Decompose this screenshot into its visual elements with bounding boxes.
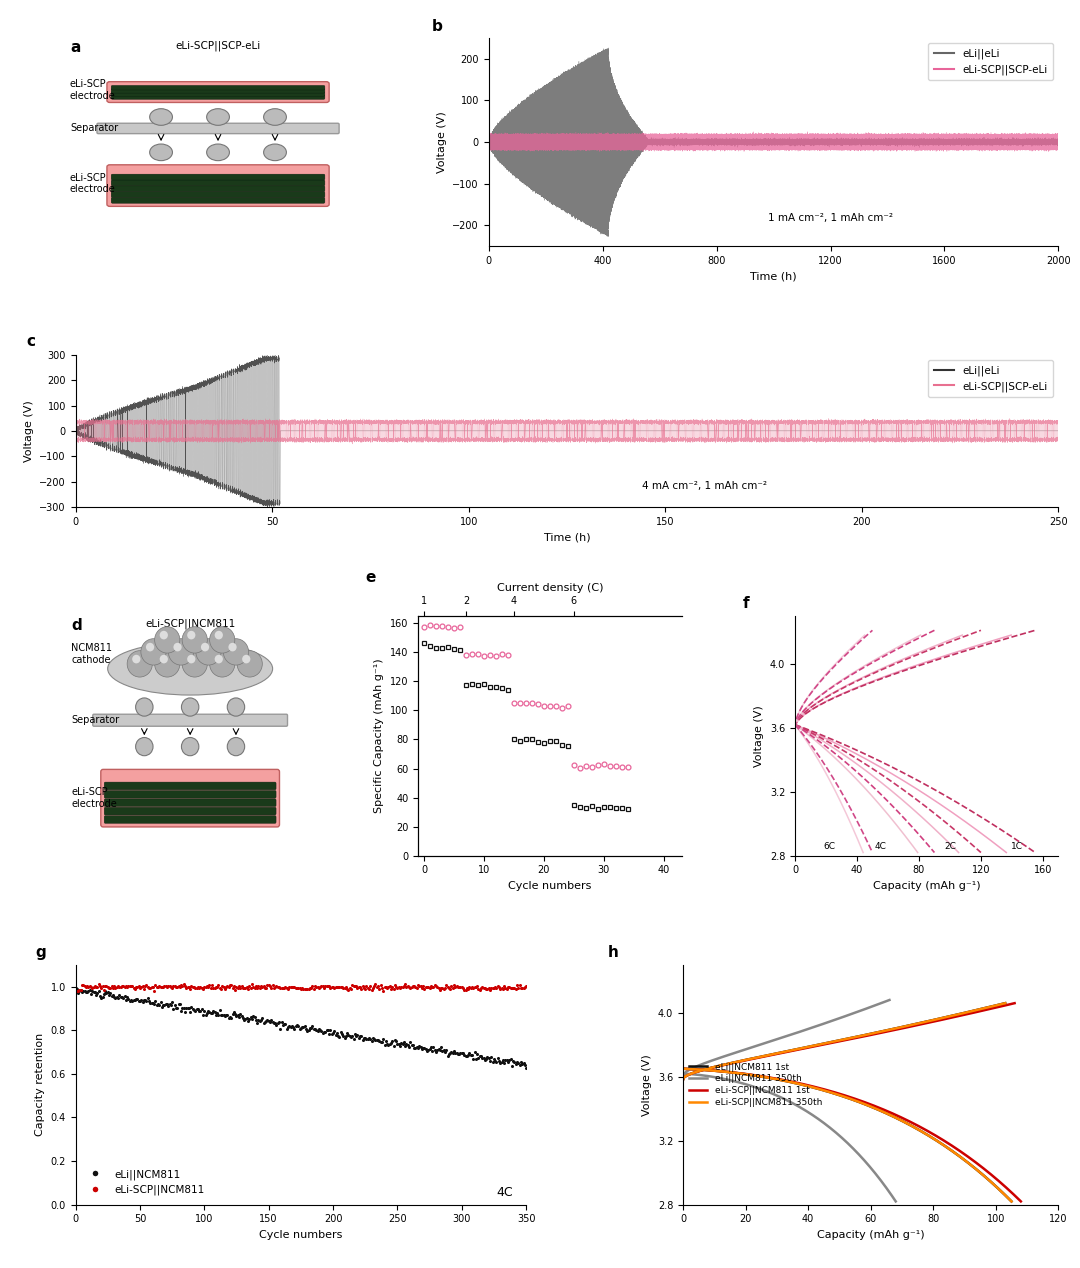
Circle shape — [183, 650, 207, 677]
Circle shape — [160, 654, 167, 663]
X-axis label: Time (h): Time (h) — [751, 271, 797, 281]
FancyBboxPatch shape — [111, 95, 325, 99]
Y-axis label: Capacity retention: Capacity retention — [35, 1033, 45, 1136]
Circle shape — [181, 738, 199, 756]
Circle shape — [227, 738, 245, 756]
Circle shape — [227, 697, 245, 716]
Circle shape — [264, 145, 286, 161]
Circle shape — [150, 145, 173, 161]
Circle shape — [127, 650, 152, 677]
FancyBboxPatch shape — [107, 81, 329, 103]
FancyBboxPatch shape — [111, 91, 325, 96]
Circle shape — [174, 643, 181, 652]
Circle shape — [154, 650, 180, 677]
Text: 1 mA cm⁻², 1 mAh cm⁻²: 1 mA cm⁻², 1 mAh cm⁻² — [768, 213, 893, 223]
Circle shape — [206, 145, 229, 161]
Circle shape — [181, 697, 199, 716]
Legend: eLi||NCM811 1st, eLi||NCM811 350th, eLi-SCP||NCM811 1st, eLi-SCP||NCM811 350th: eLi||NCM811 1st, eLi||NCM811 350th, eLi-… — [688, 1061, 824, 1108]
Text: h: h — [608, 945, 619, 960]
FancyBboxPatch shape — [105, 799, 276, 806]
X-axis label: Cycle numbers: Cycle numbers — [259, 1230, 342, 1240]
Text: 4 mA cm⁻², 1 mAh cm⁻²: 4 mA cm⁻², 1 mAh cm⁻² — [643, 481, 767, 491]
Circle shape — [210, 650, 234, 677]
Circle shape — [206, 109, 229, 126]
Circle shape — [140, 639, 166, 666]
FancyBboxPatch shape — [107, 165, 329, 207]
Circle shape — [228, 643, 237, 652]
FancyBboxPatch shape — [97, 123, 339, 133]
FancyBboxPatch shape — [111, 174, 325, 180]
Y-axis label: Voltage (V): Voltage (V) — [436, 112, 447, 172]
Text: Separator: Separator — [71, 715, 119, 725]
Text: b: b — [432, 19, 443, 34]
Legend: eLi||NCM811, eLi-SCP||NCM811: eLi||NCM811, eLi-SCP||NCM811 — [81, 1165, 208, 1200]
FancyBboxPatch shape — [111, 180, 325, 186]
Circle shape — [154, 626, 180, 653]
Text: eLi-SCP||NCM811: eLi-SCP||NCM811 — [145, 619, 235, 629]
Circle shape — [210, 626, 234, 653]
FancyBboxPatch shape — [93, 714, 287, 727]
Circle shape — [168, 639, 193, 666]
Legend: eLi||eLi, eLi-SCP||SCP-eLi: eLi||eLi, eLi-SCP||SCP-eLi — [929, 43, 1053, 80]
FancyBboxPatch shape — [111, 85, 325, 90]
Y-axis label: Voltage (V): Voltage (V) — [24, 399, 33, 462]
Text: eLi-SCP
electrode: eLi-SCP electrode — [70, 79, 116, 100]
Y-axis label: Voltage (V): Voltage (V) — [754, 705, 765, 767]
FancyBboxPatch shape — [105, 782, 276, 790]
Circle shape — [132, 654, 140, 663]
Circle shape — [183, 626, 207, 653]
Circle shape — [146, 643, 154, 652]
Text: e: e — [365, 569, 376, 585]
Text: 4C: 4C — [874, 842, 886, 851]
FancyBboxPatch shape — [111, 191, 325, 198]
Legend: eLi||eLi, eLi-SCP||SCP-eLi: eLi||eLi, eLi-SCP||SCP-eLi — [929, 360, 1053, 397]
Text: a: a — [70, 41, 80, 55]
Text: g: g — [35, 945, 45, 960]
Circle shape — [264, 109, 286, 126]
Circle shape — [187, 654, 195, 663]
Circle shape — [224, 639, 248, 666]
X-axis label: Time (h): Time (h) — [543, 533, 591, 543]
Text: 2C: 2C — [944, 842, 956, 851]
FancyBboxPatch shape — [111, 186, 325, 191]
Text: 1C: 1C — [1011, 842, 1023, 851]
Circle shape — [215, 630, 222, 639]
Text: eLi-SCP||SCP-eLi: eLi-SCP||SCP-eLi — [175, 41, 260, 51]
Y-axis label: Specific Capacity (mAh g⁻¹): Specific Capacity (mAh g⁻¹) — [375, 658, 384, 813]
FancyBboxPatch shape — [105, 790, 276, 798]
Circle shape — [215, 654, 222, 663]
Circle shape — [136, 697, 153, 716]
Y-axis label: Voltage (V): Voltage (V) — [643, 1054, 652, 1116]
Text: 4C: 4C — [497, 1186, 513, 1198]
Circle shape — [136, 738, 153, 756]
Text: Separator: Separator — [70, 123, 118, 133]
Circle shape — [150, 109, 173, 126]
Circle shape — [242, 654, 251, 663]
X-axis label: Cycle numbers: Cycle numbers — [508, 881, 592, 891]
Text: eLi-SCP
electrode: eLi-SCP electrode — [70, 172, 116, 194]
FancyBboxPatch shape — [105, 815, 276, 823]
X-axis label: Capacity (mAh g⁻¹): Capacity (mAh g⁻¹) — [816, 1230, 924, 1240]
FancyBboxPatch shape — [100, 770, 280, 827]
Text: f: f — [742, 596, 748, 611]
FancyBboxPatch shape — [111, 198, 325, 203]
FancyBboxPatch shape — [111, 89, 325, 93]
Circle shape — [195, 639, 221, 666]
Text: c: c — [26, 333, 36, 349]
Text: d: d — [71, 619, 82, 633]
X-axis label: Current density (C): Current density (C) — [497, 583, 603, 592]
Circle shape — [160, 630, 167, 639]
Circle shape — [238, 650, 262, 677]
Text: NCM811
cathode: NCM811 cathode — [71, 643, 112, 666]
X-axis label: Capacity (mAh g⁻¹): Capacity (mAh g⁻¹) — [873, 881, 981, 891]
Ellipse shape — [108, 643, 272, 695]
Text: 6C: 6C — [823, 842, 835, 851]
FancyBboxPatch shape — [105, 808, 276, 815]
Circle shape — [187, 630, 195, 639]
Circle shape — [201, 643, 210, 652]
Text: eLi-SCP
electrode: eLi-SCP electrode — [71, 787, 117, 809]
